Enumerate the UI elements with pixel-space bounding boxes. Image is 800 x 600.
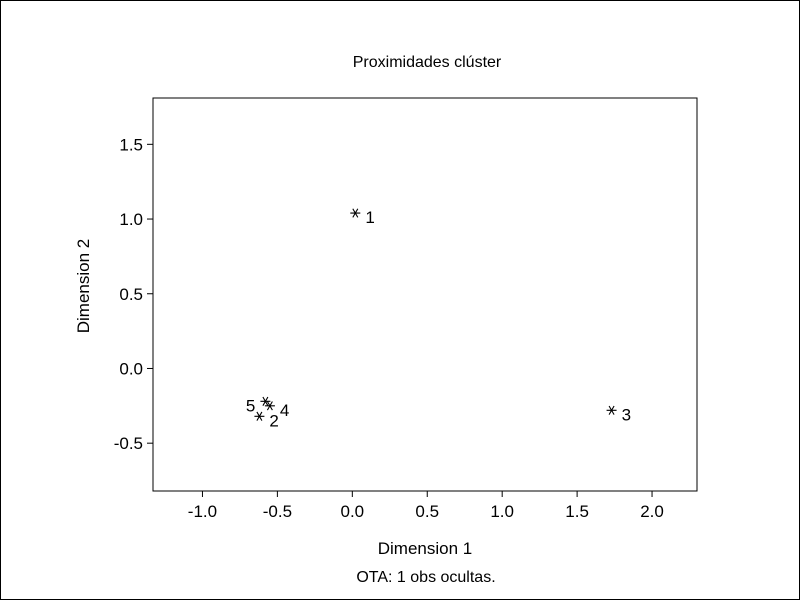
- x-axis: -1.0 -0.5 0.0 0.5 1.0 1.5 2.0: [188, 491, 664, 521]
- footnote: OTA: 1 obs ocultas.: [356, 569, 495, 586]
- y-tick-label: -0.5: [114, 434, 143, 453]
- y-axis-label: Dimension 2: [74, 239, 93, 334]
- asterisk-marker: [264, 401, 275, 411]
- asterisk-marker: [350, 208, 361, 218]
- y-tick-label: 1.0: [119, 210, 143, 229]
- point-label: 1: [365, 208, 374, 227]
- x-tick-label: 1.5: [565, 502, 589, 521]
- x-tick-label: 2.0: [640, 502, 664, 521]
- data-point: 1: [350, 208, 375, 227]
- x-tick-label: -1.0: [188, 502, 217, 521]
- y-tick-label: 0.5: [119, 285, 143, 304]
- data-point: 5: [246, 396, 271, 415]
- asterisk-marker: [254, 411, 265, 421]
- data-point: 4: [264, 401, 289, 420]
- point-label: 2: [269, 411, 278, 430]
- point-label: 3: [622, 405, 631, 424]
- x-tick-label: 0.0: [340, 502, 364, 521]
- data-point: 2: [254, 411, 279, 430]
- data-points: 1 2 3 4 5: [246, 208, 631, 430]
- point-label: 5: [246, 396, 255, 415]
- data-point: 3: [606, 405, 631, 424]
- y-tick-label: 1.5: [119, 135, 143, 154]
- point-label: 4: [280, 401, 289, 420]
- x-tick-label: 1.0: [490, 502, 514, 521]
- x-tick-label: 0.5: [415, 502, 439, 521]
- x-axis-label: Dimension 1: [378, 539, 473, 558]
- plot-area: [152, 97, 698, 492]
- x-tick-label: -0.5: [263, 502, 292, 521]
- chart-title: Proximidades clúster: [353, 54, 502, 71]
- y-tick-label: 0.0: [119, 359, 143, 378]
- asterisk-marker: [260, 396, 271, 406]
- asterisk-marker: [606, 405, 617, 415]
- y-axis: -0.5 0.0 0.5 1.0 1.5: [114, 135, 153, 453]
